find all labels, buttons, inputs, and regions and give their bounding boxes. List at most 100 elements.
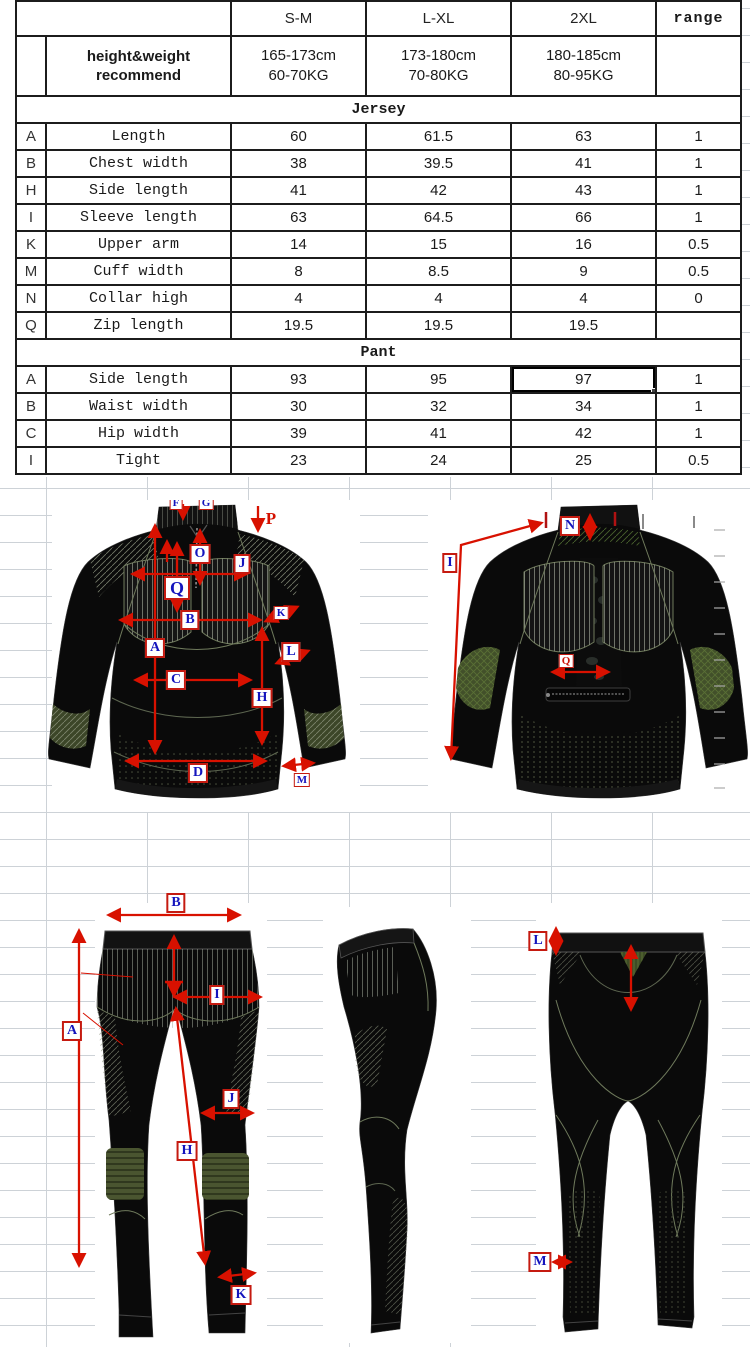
value-cell[interactable]: 63 [230,203,367,232]
row-letter[interactable]: Q [15,311,47,340]
row-name[interactable]: Waist width [45,392,232,421]
row-name[interactable]: Tight [45,446,232,475]
value-cell[interactable]: 64.5 [365,203,512,232]
value-cell[interactable]: 93 [230,365,367,394]
value-cell[interactable]: 1 [655,365,742,394]
recommend-lxl-cell[interactable]: 173-180cm 70-80KG [365,35,512,97]
fill-handle[interactable] [651,388,654,391]
row-letter[interactable]: B [15,392,47,421]
value-cell[interactable]: 8.5 [365,257,512,286]
selected-cell[interactable]: 97 [510,365,657,394]
value-cell[interactable]: 42 [365,176,512,205]
row-letter[interactable]: B [15,149,47,178]
row-letter[interactable]: K [15,230,47,259]
recommend-sm-cell[interactable]: 165-173cm 60-70KG [230,35,367,97]
value-cell[interactable]: 41 [510,149,657,178]
row-letter[interactable]: M [15,257,47,286]
row-name[interactable]: Collar high [45,284,232,313]
value-cell[interactable]: 0.5 [655,257,742,286]
value-cell[interactable]: 15 [365,230,512,259]
value-cell[interactable] [655,311,742,340]
value-cell[interactable]: 1 [655,176,742,205]
row-name[interactable]: Length [45,122,232,151]
value-cell[interactable]: 1 [655,392,742,421]
value-cell[interactable]: 9 [510,257,657,286]
diagram-label-A: A [61,1021,83,1041]
col-header-2xl[interactable]: 2XL [510,0,657,37]
value-cell[interactable]: 1 [655,203,742,232]
col-header-range[interactable]: range [655,0,742,37]
diagram-label-I: I [442,553,458,573]
value-cell[interactable]: 24 [365,446,512,475]
value-cell[interactable]: 43 [510,176,657,205]
value-cell[interactable]: 0.5 [655,230,742,259]
pants-side-garment [336,928,437,1334]
value-cell[interactable]: 1 [655,122,742,151]
blank-cell[interactable] [655,35,742,97]
row-name[interactable]: Hip width [45,419,232,448]
recommend-label-cell[interactable]: height&weight recommend [45,35,232,97]
row-name[interactable]: Cuff width [45,257,232,286]
value-cell[interactable]: 95 [365,365,512,394]
value-cell[interactable]: 8 [230,257,367,286]
value-cell[interactable]: 39 [230,419,367,448]
pants-back-illustration [536,903,722,1347]
row-letter[interactable]: H [15,176,47,205]
row-name[interactable]: Zip length [45,311,232,340]
value-cell[interactable]: 39.5 [365,149,512,178]
row-name[interactable]: Upper arm [45,230,232,259]
value-cell[interactable]: 63 [510,122,657,151]
section-title-jersey[interactable]: Jersey [15,95,742,124]
row-letter[interactable]: A [15,365,47,394]
value-cell[interactable]: 34 [510,392,657,421]
value-cell[interactable]: 14 [230,230,367,259]
col-header-lxl[interactable]: L-XL [365,0,512,37]
pants-front-photo: B A I J H K [45,885,300,1347]
value-cell[interactable]: 4 [365,284,512,313]
row-name[interactable]: Side length [45,176,232,205]
value-cell[interactable]: 19.5 [230,311,367,340]
value-cell[interactable]: 0.5 [655,446,742,475]
blank-cell[interactable] [15,0,232,37]
section-row-jersey: Jersey [15,95,742,124]
value-cell[interactable]: 19.5 [365,311,512,340]
diagram-label-P: P [265,509,277,528]
value-cell[interactable]: 0 [655,284,742,313]
value-cell[interactable]: 41 [365,419,512,448]
col-header-sm[interactable]: S-M [230,0,367,37]
value-cell[interactable]: 38 [230,149,367,178]
value-cell[interactable]: 16 [510,230,657,259]
value-cell[interactable]: 41 [230,176,367,205]
row-name[interactable]: Chest width [45,149,232,178]
table-row: B Chest width 38 39.5 41 1 [15,149,742,178]
recommend-2xl-cell[interactable]: 180-185cm 80-95KG [510,35,657,97]
section-title-pant[interactable]: Pant [15,338,742,367]
row-letter[interactable]: N [15,284,47,313]
diagram-label-O: O [189,544,211,564]
value-cell[interactable]: 25 [510,446,657,475]
value-cell[interactable]: 30 [230,392,367,421]
row-name[interactable]: Sleeve length [45,203,232,232]
table-row: K Upper arm 14 15 16 0.5 [15,230,742,259]
row-letter[interactable]: I [15,446,47,475]
value-cell[interactable]: 4 [230,284,367,313]
value-cell[interactable]: 42 [510,419,657,448]
value-cell[interactable]: 1 [655,149,742,178]
row-letter[interactable]: I [15,203,47,232]
jersey-back-illustration [428,500,750,812]
value-cell[interactable]: 23 [230,446,367,475]
value-cell[interactable]: 4 [510,284,657,313]
row-letter[interactable]: C [15,419,47,448]
value-cell[interactable]: 1 [655,419,742,448]
value-cell[interactable]: 19.5 [510,311,657,340]
table-row: C Hip width 39 41 42 1 [15,419,742,448]
value-cell[interactable]: 60 [230,122,367,151]
value-cell[interactable]: 61.5 [365,122,512,151]
diagram-label-N: N [559,516,581,536]
section-row-pant: Pant [15,338,742,367]
value-cell[interactable]: 32 [365,392,512,421]
blank-cell[interactable] [15,35,47,97]
value-cell[interactable]: 66 [510,203,657,232]
row-name[interactable]: Side length [45,365,232,394]
row-letter[interactable]: A [15,122,47,151]
